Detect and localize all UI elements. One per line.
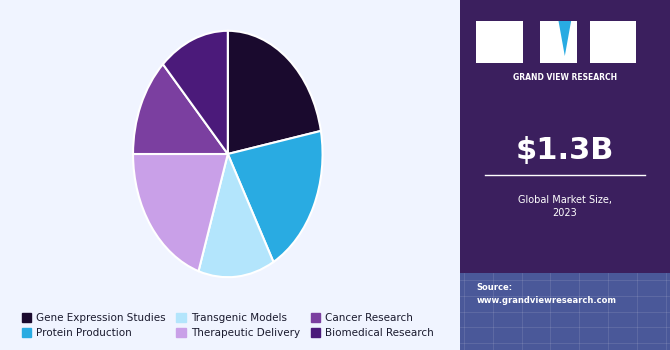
Text: $1.3B: $1.3B (516, 136, 614, 165)
Text: GRAND VIEW RESEARCH: GRAND VIEW RESEARCH (513, 72, 617, 82)
Legend: Gene Expression Studies, Protein Production, Transgenic Models, Therapeutic Deli: Gene Expression Studies, Protein Product… (21, 313, 434, 338)
Wedge shape (228, 31, 321, 154)
FancyBboxPatch shape (460, 273, 670, 350)
FancyBboxPatch shape (590, 21, 636, 63)
Wedge shape (133, 154, 228, 271)
Wedge shape (198, 154, 273, 277)
Text: Global Market Size,
2023: Global Market Size, 2023 (518, 195, 612, 218)
Wedge shape (133, 64, 228, 154)
Text: Source:
www.grandviewresearch.com: Source: www.grandviewresearch.com (476, 283, 616, 305)
Wedge shape (228, 131, 322, 262)
Wedge shape (163, 31, 228, 154)
FancyBboxPatch shape (539, 21, 578, 63)
Polygon shape (559, 21, 571, 56)
FancyBboxPatch shape (476, 21, 523, 63)
FancyBboxPatch shape (460, 0, 670, 350)
